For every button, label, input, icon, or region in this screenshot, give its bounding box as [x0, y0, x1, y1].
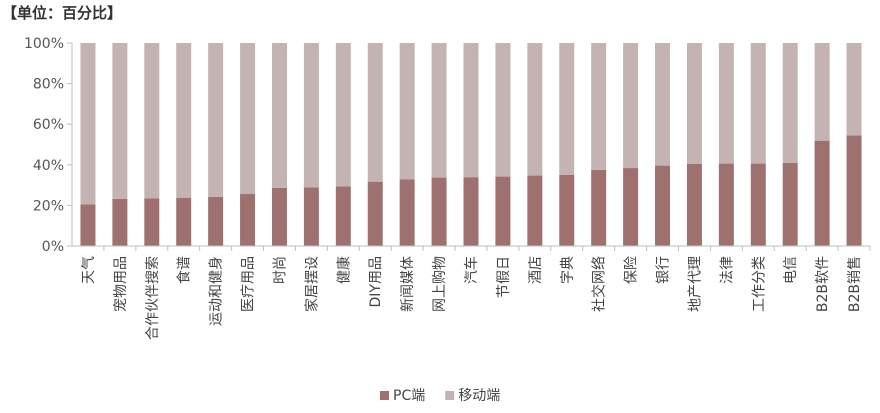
x-axis: 天气 宠物用品 合作伙伴搜索 食谱 运动和健身 医疗用品 时尚 家居摆设 健康 DIY用品 新闻媒体… [72, 245, 871, 340]
bar-mobile [686, 43, 702, 164]
bar-pc [463, 177, 479, 246]
bar-pc [80, 204, 96, 246]
y-axis: 0% 20% 40% 60% 80% 100% [24, 36, 73, 255]
bar-pc [750, 163, 766, 246]
x-category-label: 新闻媒体 [400, 256, 416, 312]
bar-pc [240, 194, 256, 246]
y-tick-label: 100% [24, 36, 64, 52]
legend: PC端 移动端 [380, 388, 500, 404]
x-category-label: 工作分类 [751, 256, 767, 312]
x-category-label: B2B软件 [815, 256, 831, 312]
bar-mobile [176, 43, 192, 198]
x-category-label: 电信 [783, 256, 799, 284]
bar-pc [655, 165, 671, 246]
x-category-label: B2B销售 [847, 256, 863, 312]
bar-pc [814, 140, 830, 246]
bar-mobile [144, 43, 160, 199]
bar-mobile [782, 43, 798, 163]
bar-pc [559, 174, 575, 246]
y-tick-label: 40% [33, 158, 64, 174]
bar-pc [335, 186, 351, 246]
bar-mobile [80, 43, 96, 205]
x-category-label: 食谱 [176, 256, 193, 284]
x-category-label: 地产代理 [687, 256, 703, 312]
y-tick-label: 60% [33, 117, 64, 133]
bar-pc [686, 163, 702, 246]
bar-mobile [367, 43, 383, 182]
x-category-label: 网上购物 [432, 256, 448, 312]
bar-mobile [655, 43, 671, 166]
x-category-label: 运动和健身 [209, 256, 225, 326]
legend-label-mobile: 移动端 [458, 388, 500, 404]
legend-label-pc: PC端 [393, 388, 425, 404]
x-category-label: 社交网络 [591, 256, 608, 312]
bar-pc [112, 198, 128, 246]
bar-mobile [495, 43, 511, 177]
bar-pc [591, 169, 607, 247]
y-tick-label: 80% [33, 77, 64, 93]
bar-mobile [208, 43, 224, 197]
bar-mobile [303, 43, 319, 188]
bar-pc [399, 179, 415, 246]
bar-pc [144, 198, 160, 246]
bar-mobile [750, 43, 766, 164]
bar-pc [527, 175, 543, 246]
bar-mobile [112, 43, 128, 199]
x-category-label: 保险 [624, 256, 640, 284]
bar-pc [782, 162, 798, 246]
bar-pc [431, 177, 447, 246]
x-category-label: DIY用品 [368, 256, 384, 307]
bar-pc [208, 196, 224, 246]
y-tick-label: 0% [42, 239, 64, 255]
bar-pc [176, 197, 192, 246]
x-category-label: 健康 [335, 256, 352, 284]
x-category-label: 字典 [560, 256, 576, 284]
x-category-label: 宠物用品 [113, 256, 129, 312]
legend-swatch-pc [380, 391, 389, 400]
bar-mobile [271, 43, 287, 188]
x-category-label: 合作伙伴搜索 [144, 256, 161, 340]
x-category-label: 家居摆设 [303, 256, 320, 312]
bar-pc [718, 163, 734, 246]
bar-pc [623, 168, 639, 246]
x-category-label: 酒店 [528, 256, 544, 284]
bar-pc [303, 187, 319, 246]
bar-mobile [399, 43, 415, 180]
x-category-label: 法律 [719, 256, 735, 284]
bar-mobile [591, 43, 607, 170]
x-category-label: 医疗用品 [241, 256, 257, 312]
bar-pc [846, 135, 862, 246]
bars [80, 43, 862, 247]
bar-pc [367, 181, 383, 246]
bar-mobile [240, 43, 256, 195]
bar-mobile [527, 43, 543, 176]
x-category-label: 银行 [656, 256, 672, 284]
legend-swatch-mobile [445, 391, 455, 400]
bar-mobile [335, 43, 351, 187]
bar-mobile [814, 43, 830, 141]
bar-pc [271, 187, 287, 246]
bar-mobile [623, 43, 639, 169]
bar-mobile [559, 43, 575, 175]
bar-mobile [463, 43, 479, 178]
x-category-label: 天气 [81, 256, 97, 284]
bar-mobile [431, 43, 447, 178]
x-category-label: 汽车 [463, 256, 480, 284]
x-category-label: 节假日 [496, 256, 512, 298]
y-tick-label: 20% [33, 198, 64, 214]
unit-label: 【单位：百分比】 [2, 4, 123, 22]
bar-mobile [718, 43, 734, 164]
bar-pc [495, 176, 511, 246]
x-category-label: 时尚 [272, 256, 288, 284]
bar-mobile [846, 43, 862, 136]
